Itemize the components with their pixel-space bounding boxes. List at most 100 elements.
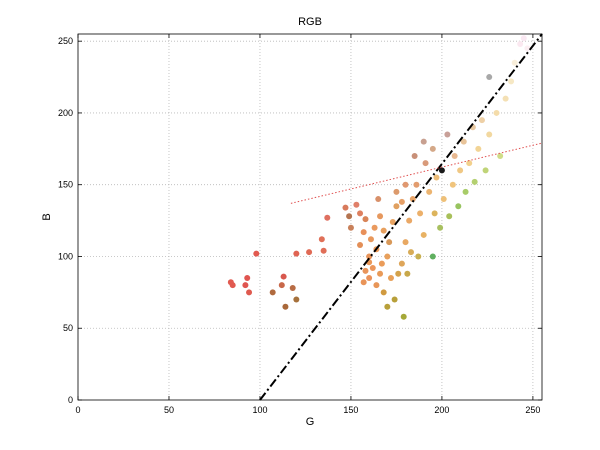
data-point — [455, 203, 462, 210]
data-point — [493, 109, 500, 116]
data-point — [404, 270, 411, 277]
data-point — [415, 253, 422, 260]
data-point — [417, 210, 424, 217]
data-point — [508, 78, 515, 85]
y-tick-label: 250 — [58, 36, 73, 46]
data-point — [440, 196, 447, 203]
x-tick-label: 0 — [75, 405, 80, 415]
data-point — [278, 282, 285, 289]
data-point — [395, 270, 402, 277]
data-point — [373, 282, 380, 289]
data-point — [391, 296, 398, 303]
data-point — [367, 236, 374, 243]
data-point — [375, 196, 382, 203]
data-point — [420, 231, 427, 238]
data-point — [353, 201, 360, 208]
trend-lines — [259, 33, 543, 401]
y-tick-label: 100 — [58, 251, 73, 261]
data-point — [409, 196, 416, 203]
data-point — [402, 239, 409, 246]
x-tick-label: 150 — [343, 405, 358, 415]
data-point — [393, 203, 400, 210]
plot-area-frame — [77, 33, 543, 401]
data-point — [387, 275, 394, 281]
data-point — [378, 260, 385, 267]
data-point — [524, 45, 531, 52]
data-point — [320, 247, 327, 254]
data-point — [229, 282, 236, 289]
data-point — [429, 253, 436, 260]
y-tick-label: 50 — [63, 323, 73, 333]
data-point — [347, 224, 354, 231]
data-point — [433, 174, 440, 181]
data-point — [486, 131, 493, 138]
data-point — [306, 249, 313, 256]
data-point — [517, 41, 524, 48]
data-point — [360, 279, 367, 286]
data-point — [377, 213, 384, 220]
data-point — [357, 241, 364, 248]
dotted-fit-line — [290, 142, 543, 204]
data-point — [460, 138, 467, 145]
data-point — [362, 267, 369, 274]
data-point — [384, 303, 391, 310]
x-tick-label: 200 — [434, 405, 449, 415]
x-tick-label: 250 — [525, 405, 540, 415]
data-point — [366, 275, 373, 281]
data-point — [511, 59, 518, 66]
data-point — [377, 270, 384, 277]
data-point — [380, 227, 387, 234]
data-point — [380, 289, 387, 296]
data-point — [502, 95, 509, 102]
data-point — [451, 153, 458, 159]
data-point — [293, 250, 300, 257]
data-point — [362, 216, 369, 223]
data-point — [324, 214, 331, 221]
data-point — [386, 239, 393, 246]
data-point — [437, 224, 444, 231]
x-axis-label: G — [306, 416, 315, 428]
data-point — [242, 282, 249, 289]
data-point — [282, 303, 289, 310]
data-point — [446, 213, 453, 220]
data-point — [449, 181, 456, 188]
y-axis-label: B — [41, 213, 53, 220]
data-point — [289, 285, 296, 292]
grid-lines — [78, 34, 542, 400]
data-point — [422, 160, 429, 167]
data-point — [371, 224, 378, 231]
data-point — [438, 167, 445, 174]
data-point — [269, 289, 276, 296]
data-point — [342, 204, 349, 211]
data-point — [426, 188, 433, 195]
data-point — [471, 178, 478, 185]
axis-ticks: 0 50 100 150 200 250 0 50 100 150 200 250 — [58, 34, 542, 415]
data-point — [407, 249, 414, 256]
data-point — [475, 145, 482, 152]
data-point — [462, 188, 469, 195]
scatter-points — [227, 35, 531, 320]
chart-title: RGB — [298, 16, 322, 28]
x-tick-label: 50 — [164, 405, 174, 415]
data-point — [444, 131, 451, 138]
data-point — [482, 167, 489, 174]
data-point — [253, 250, 260, 257]
data-point — [402, 181, 409, 188]
data-point — [360, 229, 367, 236]
data-point — [486, 74, 493, 81]
data-point — [411, 153, 418, 159]
data-point — [280, 273, 287, 280]
data-point — [400, 313, 407, 320]
data-point — [398, 260, 405, 267]
dash-dot-reference-line — [259, 33, 543, 401]
data-point — [398, 198, 405, 205]
data-point — [406, 217, 413, 224]
data-point — [389, 219, 396, 226]
y-tick-label: 0 — [68, 395, 73, 405]
data-point — [497, 153, 504, 159]
data-point — [429, 145, 436, 152]
data-point — [293, 296, 300, 303]
data-point — [457, 167, 464, 174]
data-point — [420, 138, 427, 145]
